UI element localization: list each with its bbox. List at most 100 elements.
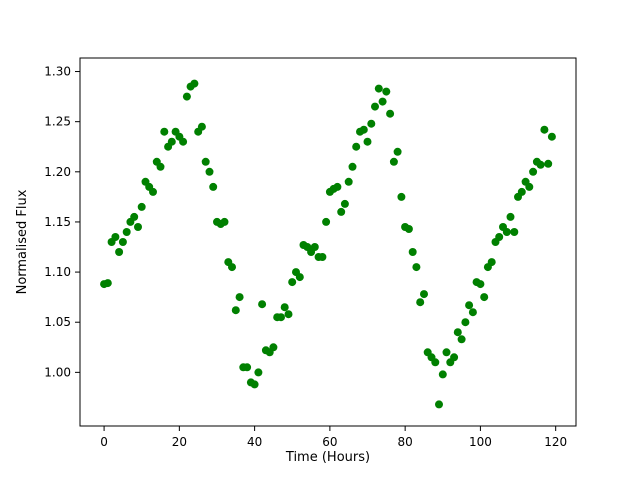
data-point [457,335,466,344]
data-point [288,278,297,287]
data-point [461,318,470,327]
data-point [348,162,357,171]
x-axis-label: Time (Hours) [285,450,370,465]
data-point [359,125,368,134]
data-point [371,102,379,111]
data-point [190,79,199,88]
data-point [201,157,210,166]
data-point [228,263,236,272]
data-point [435,400,443,409]
data-point [122,228,131,236]
data-point [487,258,496,267]
data-point [209,182,218,191]
data-point [547,132,556,141]
data-point [397,192,406,201]
data-point [243,363,252,372]
data-point [310,243,319,251]
y-tick-label: 1.20 [44,165,71,179]
data-point [250,380,259,389]
data-point [258,300,267,309]
data-point [197,122,206,131]
data-point [182,92,191,101]
data-point [416,298,425,307]
data-point [510,228,519,236]
data-point [374,84,383,93]
x-tick-label: 100 [469,435,492,449]
data-point [284,310,293,319]
data-point [544,159,553,168]
data-point [111,233,120,241]
data-point [536,160,545,169]
data-point [318,253,327,261]
data-point [438,370,447,379]
plot-content: 0 20 40 60 80 100 120 1.00 1.05 1.10 1.15 1.20 1.25 1… [44,57,577,449]
data-point [337,207,346,216]
data-point [295,273,304,282]
data-point [156,162,165,171]
data-point [480,293,489,302]
data-point [367,119,376,128]
data-point [540,125,549,134]
x-tick-label: 40 [247,435,262,449]
data-point [382,87,391,96]
data-point [495,233,504,241]
data-point [340,199,349,208]
data-point [517,187,526,196]
data-point [502,228,511,236]
data-point [137,202,146,211]
data-point [220,217,229,226]
y-tick-label: 1.30 [44,65,71,79]
data-point [468,308,477,317]
data-point [412,263,421,272]
data-point [205,167,214,176]
data-point [529,167,538,176]
data-point [254,368,263,377]
axes-box [79,57,577,427]
data-point [269,343,278,352]
data-point [378,97,387,106]
data-point [115,248,124,256]
data-point [352,142,361,151]
data-point [280,303,289,312]
y-axis-label: Normalised Flux [15,189,30,294]
data-point [453,328,462,337]
data-point [333,182,342,191]
data-point [386,109,395,118]
x-tick-label: 0 [100,435,108,449]
x-tick-label: 60 [322,435,337,449]
data-point [322,217,331,226]
y-tick-label: 1.00 [44,365,71,379]
data-point [235,293,244,302]
x-tick-label: 20 [172,435,187,449]
data-point [167,137,176,146]
data-point [404,225,413,233]
data-point [179,137,188,146]
data-point [134,223,142,231]
data-point [420,290,428,299]
y-tick-label: 1.25 [44,115,71,129]
data-point [103,279,112,288]
data-point [393,147,402,156]
data-point [476,280,485,289]
data-point [389,157,398,166]
data-point [506,212,515,221]
data-point [149,187,157,196]
data-point [450,353,459,362]
data-point [130,212,139,221]
data-point [277,313,285,322]
data-point [118,238,127,246]
x-tick-label: 120 [544,435,567,449]
data-point [431,358,440,367]
data-point [344,177,353,186]
data-point [442,348,451,357]
y-tick-label: 1.05 [44,315,71,329]
data-point [231,306,240,315]
data-point [408,248,417,256]
data-point [525,182,534,191]
data-point [465,301,474,310]
y-tick-label: 1.10 [44,265,71,279]
x-tick-label: 80 [398,435,413,449]
data-point [160,127,169,136]
